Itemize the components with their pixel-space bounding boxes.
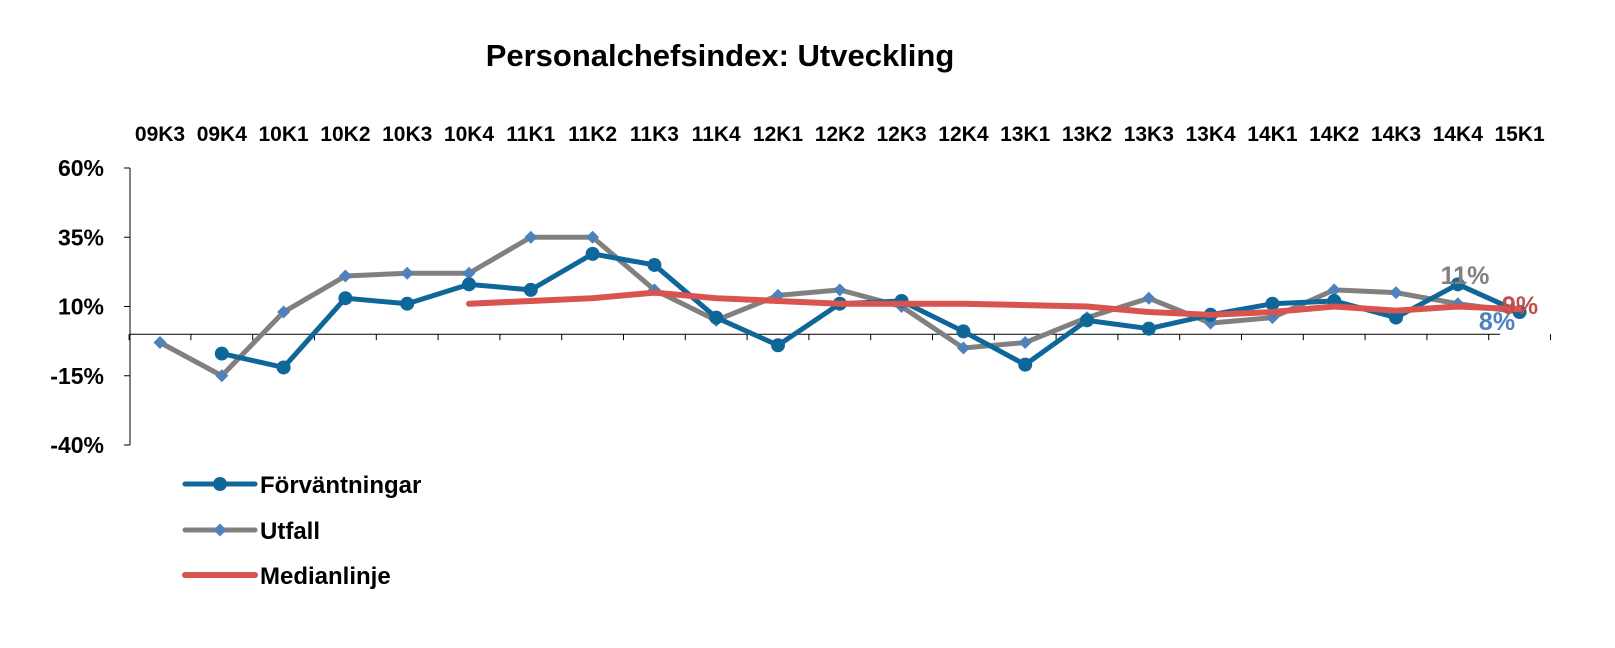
data-point <box>338 291 353 306</box>
data-point <box>277 305 291 319</box>
x-tick-label: 12K4 <box>938 123 989 146</box>
data-point <box>1450 277 1465 292</box>
x-tick-label: 12K3 <box>876 123 926 146</box>
x-tick-label: 11K2 <box>568 123 617 146</box>
data-point <box>1327 283 1341 297</box>
data-point <box>833 283 847 297</box>
legend-item: Förväntningar <box>182 472 421 499</box>
y-tick-label: 60% <box>58 155 104 181</box>
data-point <box>523 282 538 297</box>
x-tick-label: 14K1 <box>1247 123 1298 146</box>
data-point <box>1389 286 1403 300</box>
x-tick-label: 10K3 <box>382 123 432 146</box>
x-tick-label: 13K3 <box>1124 123 1174 146</box>
end-label: 11% <box>1441 262 1490 290</box>
data-point <box>400 266 414 280</box>
x-tick-label: 11K1 <box>506 123 555 146</box>
data-point <box>709 310 724 325</box>
x-tick-label: 10K4 <box>444 123 495 146</box>
data-point <box>276 360 291 375</box>
data-point <box>462 266 476 280</box>
y-tick-label: 35% <box>58 224 104 250</box>
x-tick-label: 13K2 <box>1062 123 1112 146</box>
x-tick-label: 09K4 <box>197 123 248 146</box>
data-point <box>956 324 971 339</box>
data-point <box>586 230 600 244</box>
data-point <box>1389 310 1403 325</box>
data-point <box>1265 296 1280 311</box>
axes <box>124 167 1551 446</box>
end-label: 9% <box>1502 292 1538 320</box>
x-tick-label: 11K3 <box>630 123 679 146</box>
x-tick-label: 13K4 <box>1185 123 1236 146</box>
series-0 <box>214 246 1527 375</box>
x-tick-label: 09K3 <box>135 123 185 146</box>
data-point <box>1142 291 1156 305</box>
data-point <box>1080 313 1094 328</box>
series-line <box>466 289 1523 318</box>
x-tick-label: 15K1 <box>1494 123 1545 146</box>
x-tick-label: 14K3 <box>1371 123 1421 146</box>
series-layer <box>153 230 1527 383</box>
legend-marker <box>213 477 227 491</box>
chart-title: Personalchefsindex: Utveckling <box>486 38 955 73</box>
y-tick-labels: 60% 35% 10% -15% -40% <box>50 155 104 458</box>
legend-label: Förväntningar <box>260 472 421 499</box>
y-tick-label: -40% <box>50 432 104 458</box>
data-point <box>153 336 167 350</box>
y-tick-label: 10% <box>58 294 104 320</box>
legend-label: Utfall <box>260 518 320 545</box>
x-tick-label: 13K1 <box>1000 123 1051 146</box>
data-point <box>647 257 662 272</box>
x-tick-label: 11K4 <box>692 123 741 146</box>
x-tick-label: 12K1 <box>753 123 804 146</box>
data-point <box>771 338 785 353</box>
end-label: 8% <box>1479 308 1515 336</box>
data-point <box>1018 336 1032 350</box>
x-tick-label: 12K2 <box>815 123 865 146</box>
legend-item: Medianlinje <box>182 563 391 590</box>
legend: Förväntningar Utfall Medianlinje <box>182 472 421 590</box>
data-point <box>585 246 600 261</box>
legend-item: Utfall <box>182 518 320 545</box>
end-labels: 11% 8%9% <box>1441 262 1538 336</box>
x-tick-label: 14K2 <box>1309 123 1359 146</box>
legend-label: Medianlinje <box>260 563 391 590</box>
x-tick-label: 10K1 <box>258 123 309 146</box>
x-tick-labels: 09K3 09K4 10K1 10K2 10K3 10K4 11K1 11K2 11K3 11K4… <box>135 123 1545 146</box>
data-point <box>338 269 352 283</box>
x-tick-label: 10K2 <box>320 123 370 146</box>
data-point <box>215 369 229 383</box>
data-point <box>1141 321 1156 336</box>
x-tick-label: 14K4 <box>1433 123 1484 146</box>
data-point <box>214 346 229 361</box>
y-tick-label: -15% <box>50 363 104 389</box>
data-point <box>1018 357 1033 372</box>
data-point <box>400 296 415 311</box>
data-point <box>524 230 538 244</box>
data-point <box>956 341 970 355</box>
data-point <box>462 277 476 292</box>
series-2 <box>466 289 1523 318</box>
legend-marker <box>213 523 227 537</box>
